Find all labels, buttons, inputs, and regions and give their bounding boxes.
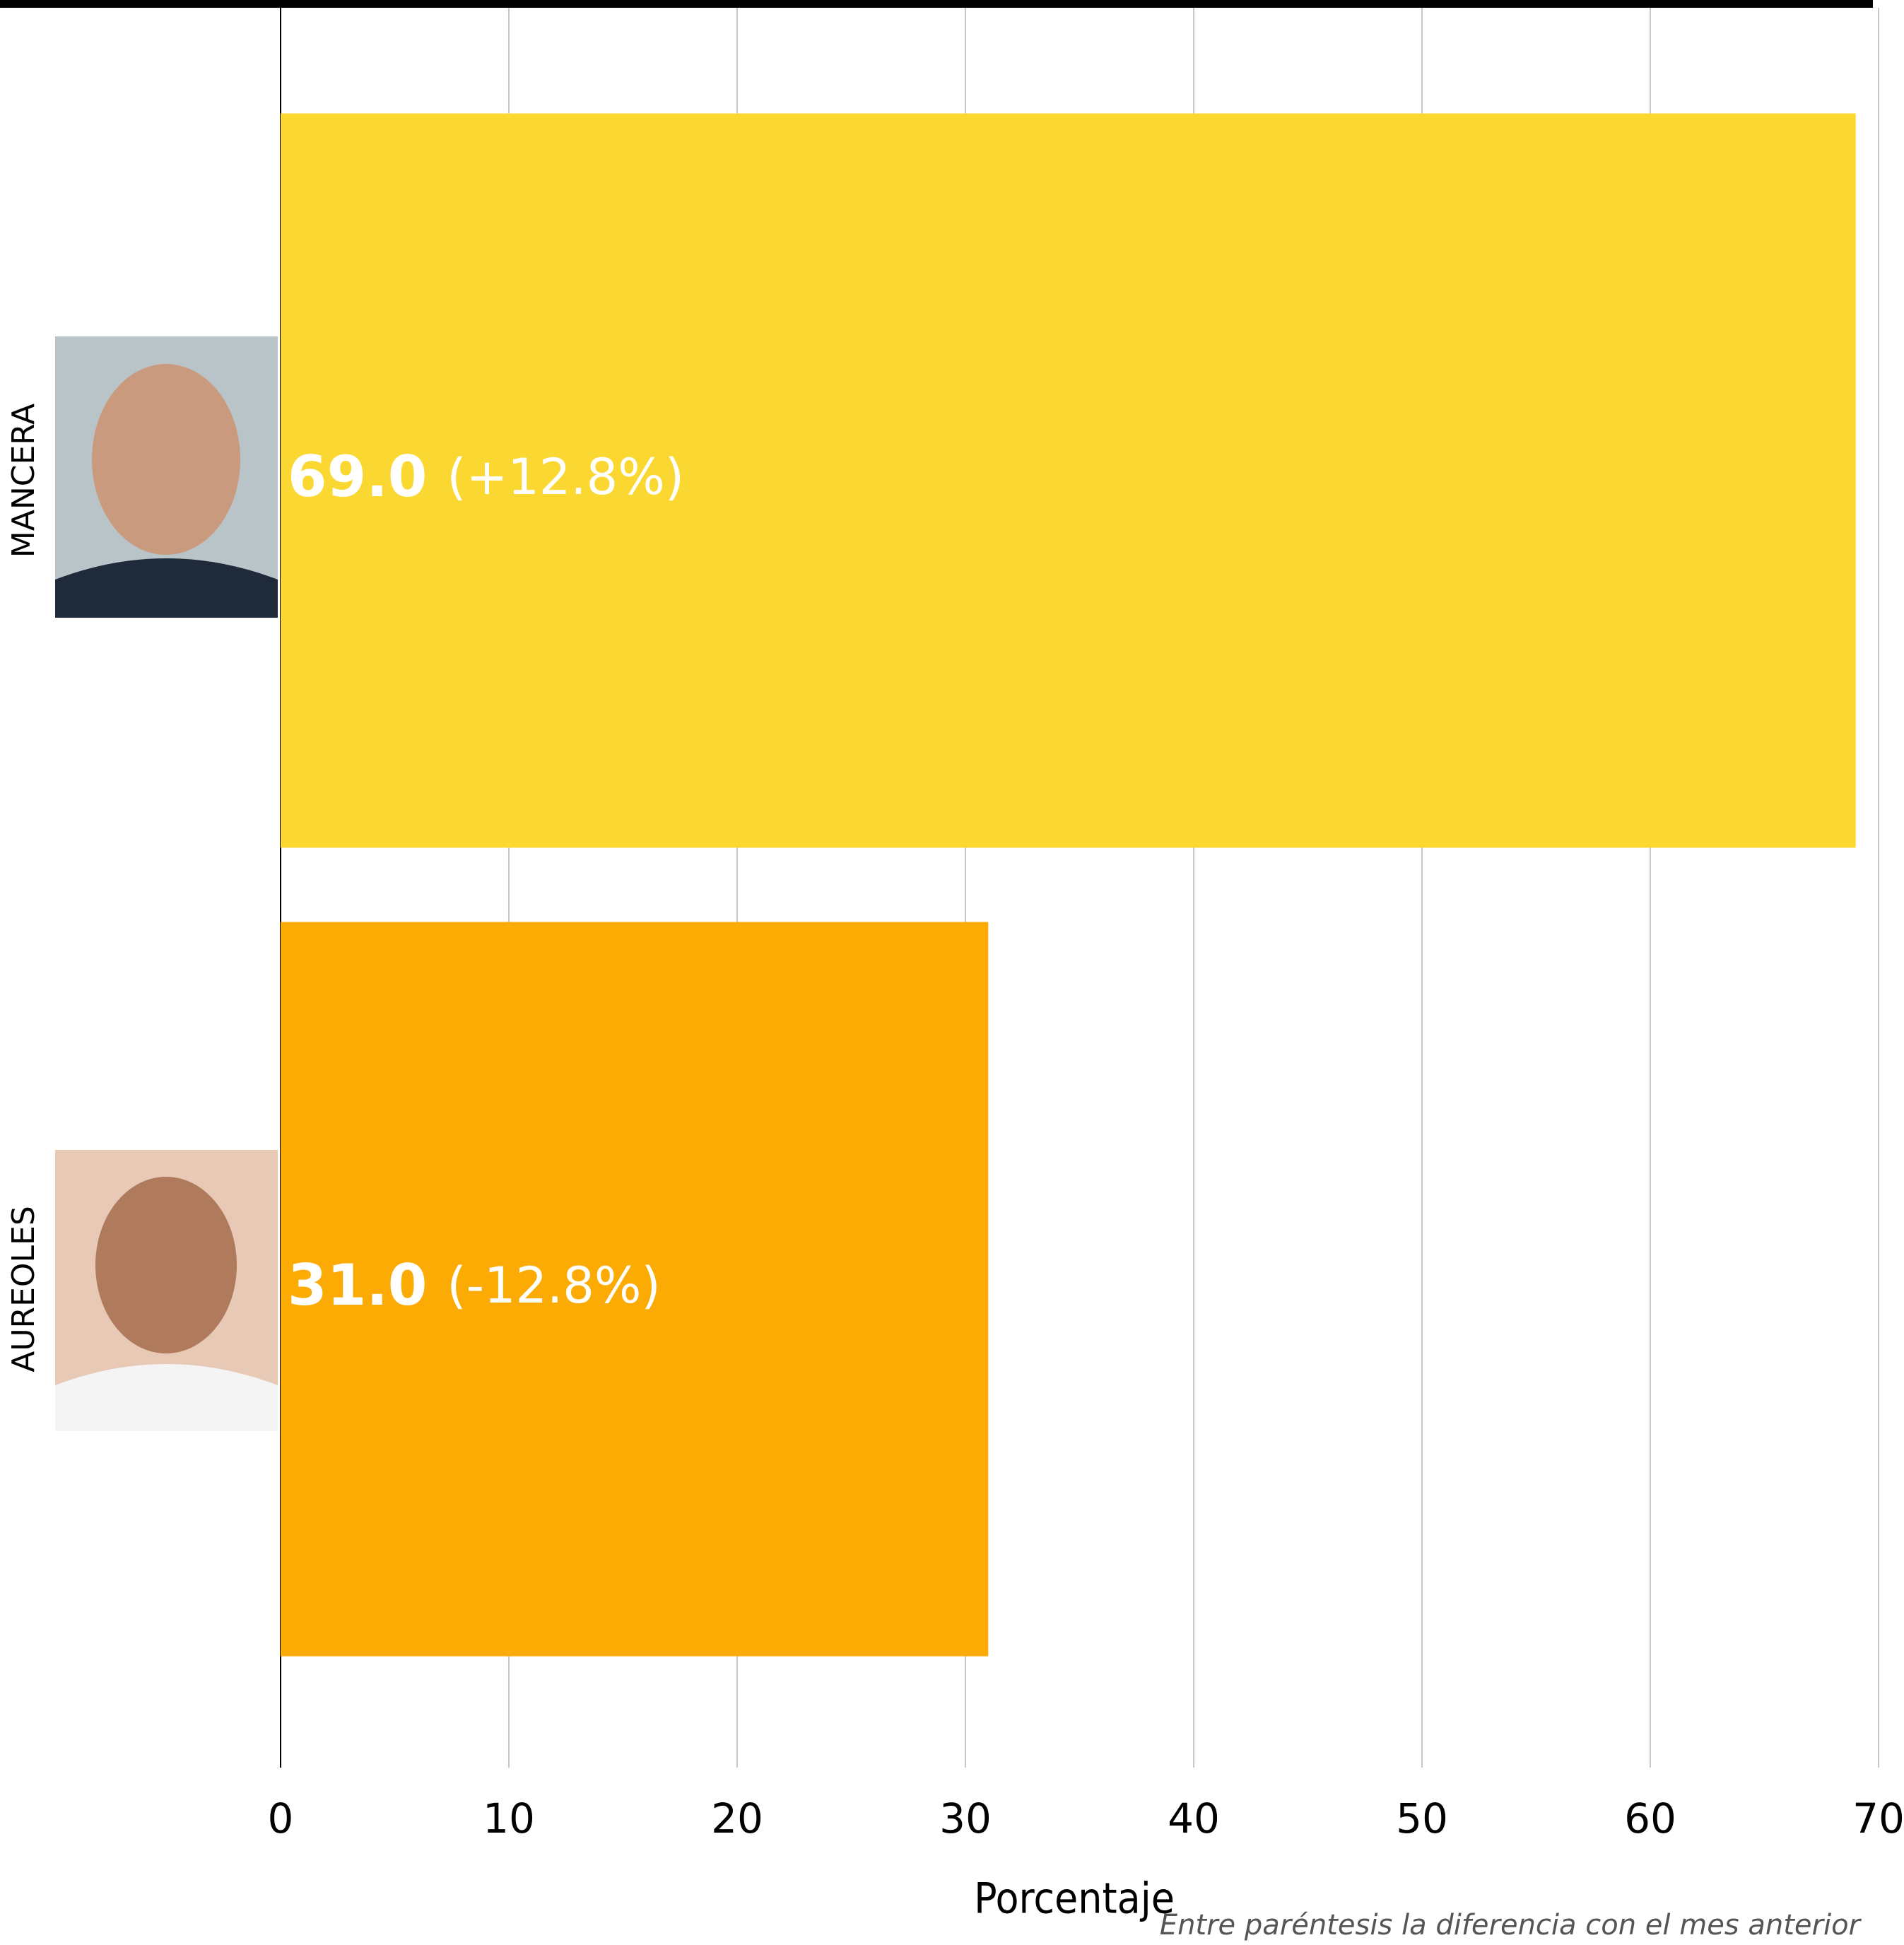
annotation: (+12.8%) (447, 448, 684, 506)
x-tick-label: 20 (711, 1794, 763, 1843)
y-tick-label: AUREOLES (6, 1206, 42, 1373)
photo (55, 1150, 278, 1431)
top-rule (0, 0, 1873, 8)
x-tick-label: 10 (483, 1794, 535, 1843)
y-tick-label: MANCERA (6, 404, 42, 558)
value-label: 69.0 (288, 444, 427, 510)
bar (281, 113, 1856, 848)
x-tick-label: 0 (268, 1794, 294, 1843)
bar (281, 922, 989, 1657)
x-axis-label: Porcentaje (974, 1874, 1175, 1924)
x-tick-label: 60 (1624, 1794, 1676, 1843)
annotation: (-12.8%) (447, 1257, 660, 1315)
x-tick-label: 30 (939, 1794, 992, 1843)
x-tick-label: 50 (1396, 1794, 1448, 1843)
value-label: 31.0 (288, 1252, 427, 1318)
note: Entre paréntesis la diferencia con el me… (1160, 1909, 1862, 1941)
x-tick-label: 40 (1168, 1794, 1220, 1843)
photo (55, 336, 278, 618)
x-tick-label: 70 (1852, 1794, 1904, 1843)
